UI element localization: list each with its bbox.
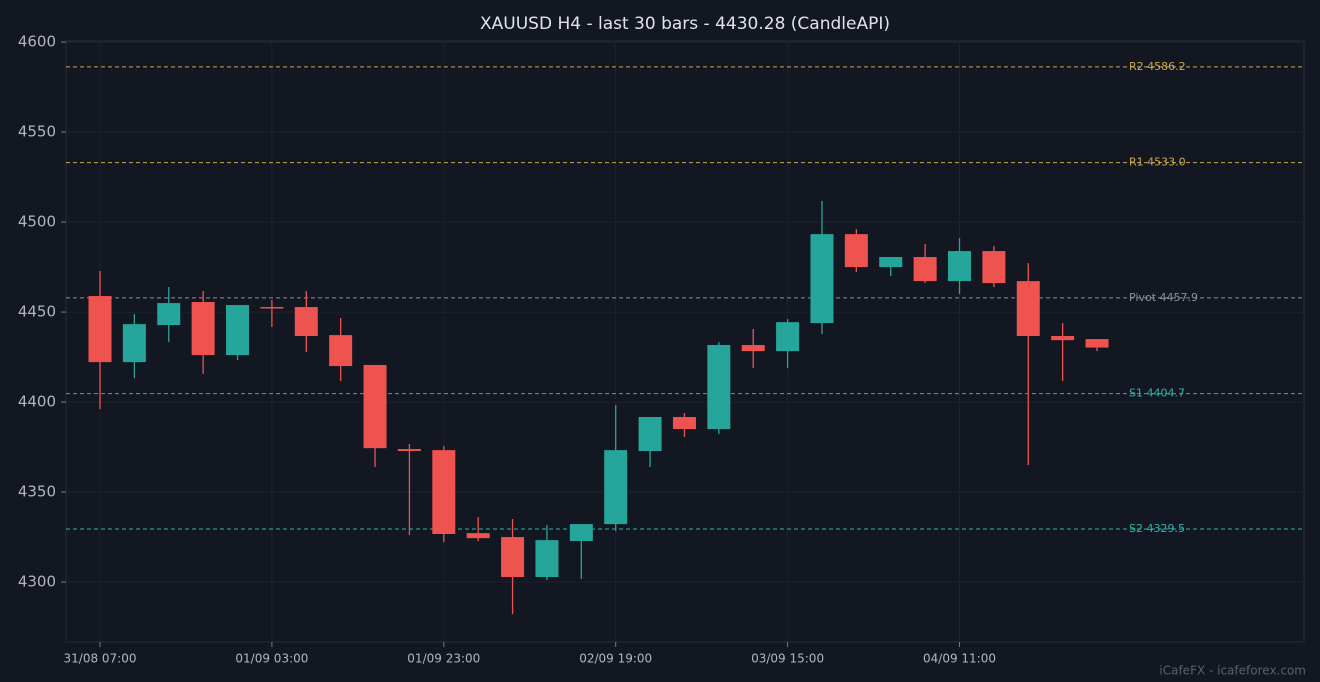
candle-body: [948, 251, 971, 282]
x-tick-label: 01/09 23:00: [407, 652, 480, 666]
candle-body: [1016, 281, 1040, 337]
candle-body: [741, 345, 765, 352]
candle-body: [844, 234, 868, 268]
candle-body: [638, 417, 662, 452]
candle-body: [776, 322, 800, 352]
watermark: iCafeFX - icafeforex.com: [1159, 664, 1306, 678]
candle-body: [157, 303, 181, 326]
candle-body: [879, 256, 903, 268]
candle-body: [672, 417, 696, 430]
plot-frame: [65, 40, 1305, 643]
level-label: R2 4586.2: [1129, 60, 1186, 73]
x-tick-label: 01/09 03:00: [235, 652, 308, 666]
candle-body: [191, 301, 215, 356]
candle-body: [1085, 339, 1109, 348]
level-label: Pivot 4457.9: [1129, 291, 1198, 304]
y-tick-label: 4600: [18, 33, 56, 51]
y-tick-label: 4450: [18, 303, 56, 321]
level-label: S2 4329.5: [1129, 522, 1185, 535]
candle-body: [397, 449, 421, 452]
candle-body: [707, 345, 731, 430]
candle-body: [363, 364, 387, 449]
x-tick-label: 31/08 07:00: [64, 652, 137, 666]
candle-body: [466, 533, 490, 539]
y-tick-label: 4500: [18, 213, 56, 231]
level-label: R1 4533.0: [1129, 156, 1186, 169]
y-tick-label: 4550: [18, 123, 56, 141]
candle-body: [122, 324, 146, 363]
candle-body: [1051, 336, 1075, 341]
y-tick-label: 4400: [18, 393, 56, 411]
candle-body: [329, 335, 353, 367]
candle-body: [535, 540, 559, 578]
level-label: S1 4404.7: [1129, 387, 1185, 400]
candle-body: [810, 234, 834, 324]
candle-body: [88, 296, 112, 363]
x-tick-label: 02/09 19:00: [579, 652, 652, 666]
x-tick-label: 04/09 11:00: [923, 652, 996, 666]
x-tick-label: 03/09 15:00: [751, 652, 824, 666]
candle-body: [569, 524, 593, 542]
y-tick-label: 4350: [18, 483, 56, 501]
candle-body: [604, 450, 628, 525]
candle-body: [294, 307, 318, 337]
candle-body: [226, 305, 250, 356]
chart-title: XAUUSD H4 - last 30 bars - 4430.28 (Cand…: [480, 14, 890, 34]
candle-body: [432, 450, 456, 535]
y-tick-label: 4300: [18, 573, 56, 591]
candle-body: [913, 256, 937, 282]
candle-body: [501, 537, 525, 578]
candle-body: [982, 251, 1006, 284]
candle-body: [260, 307, 284, 309]
